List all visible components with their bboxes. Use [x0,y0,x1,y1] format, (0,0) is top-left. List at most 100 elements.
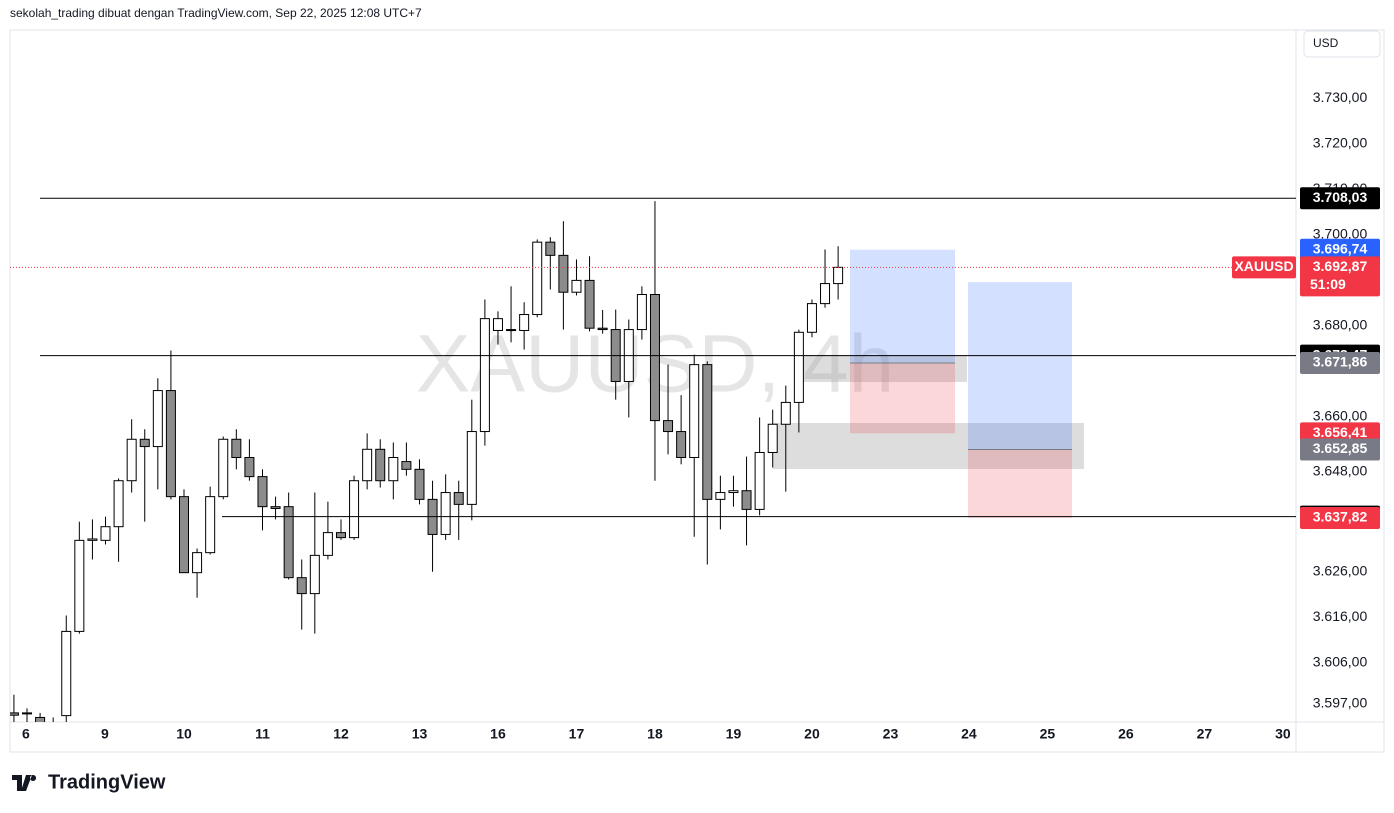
x-tick-label: 9 [101,726,109,742]
candle-body [74,539,85,632]
symbol-tag-box [1232,256,1296,279]
candle-body [100,526,111,541]
x-tick-label: 17 [569,726,585,742]
x-tick-label: 19 [726,726,742,742]
x-tick-label: 23 [883,726,899,742]
logo-icon [12,775,37,791]
price-label-box [1300,238,1380,261]
y-tick-label: 3.700,00 [1313,226,1368,242]
x-tick-label: 12 [333,726,349,742]
price-label: 3.652,85 [1313,440,1368,456]
candle-body [296,577,307,595]
header: sekolah_trading dibuat dengan TradingVie… [10,6,422,20]
candle-body [597,327,608,331]
candle-body [492,318,503,331]
frame [9,29,1385,753]
x-tick-label: 20 [804,726,820,742]
candle-body [676,431,687,458]
candle-body [414,468,425,500]
candle-body [466,431,477,505]
candle-body [793,331,804,403]
price-label-box [1300,506,1380,529]
y-tick-label: 3.616,00 [1313,608,1368,624]
y-tick-label: 3.597,00 [1313,694,1368,710]
x-tick-label: 6 [22,726,30,742]
x-tick-label: 18 [647,726,663,742]
candle-body [833,266,844,285]
candle-body [61,630,72,717]
candle-body [715,492,726,500]
candle-body [728,490,739,494]
candle-body [349,480,360,539]
x-tick-label: 16 [490,726,506,742]
candle-body [558,254,569,293]
candle-body [388,456,399,482]
profit-zone [850,249,955,363]
y-tick-label: 3.626,00 [1313,562,1368,578]
candle-body [322,532,333,556]
candle-body [335,532,346,539]
candle-body [767,423,778,453]
candle-body [35,716,46,722]
x-tick-label: 25 [1040,726,1056,742]
candle-body [178,496,189,574]
candle-body [754,451,765,510]
price-label: 3.696,74 [1313,240,1368,256]
candle-body [375,448,386,482]
price-label: 3.637,82 [1313,509,1368,525]
candle-body [440,492,451,535]
currency[interactable]: USD [1313,36,1339,50]
candle-body [257,476,268,508]
candle-body [663,420,674,433]
x-tick-label: 26 [1118,726,1134,742]
logo: TradingView [48,771,166,793]
candle-body [506,329,517,332]
candle-body [205,496,216,554]
currency-box[interactable] [1303,30,1381,58]
loss-zone [850,362,955,434]
candle-body [165,390,176,498]
zone [773,423,1084,469]
price-label-box [1300,438,1380,461]
candle-body [532,241,543,316]
price-label: 3.671,86 [1313,354,1368,370]
candle-body [571,279,582,293]
y-tick-label: 3.730,00 [1313,89,1368,105]
y-tick-label: 3.720,00 [1313,135,1368,151]
candle-body [649,294,660,422]
y-tick-label: 3.648,00 [1313,462,1368,478]
x-tick-label: 10 [176,726,192,742]
candle-body [820,283,831,305]
candle-body [806,303,817,333]
x-tick-label: 27 [1197,726,1213,742]
price-label: 3.708,03 [1313,189,1368,205]
candle-body [10,712,19,716]
candle-body [309,554,320,595]
last-price-label: 3.692,87 [1313,258,1368,274]
x-tick-label: 11 [255,726,270,742]
candle-body [584,279,595,329]
candle-body [401,461,412,470]
symbol-tag: XAUUSD [1234,258,1293,274]
candle-body [87,538,98,541]
candle-body [49,727,58,745]
candle-body [139,438,150,448]
candle-body [270,506,281,509]
countdown: 51:09 [1310,276,1346,292]
candle-body [545,241,556,256]
candle-body [519,314,530,331]
candle-body [702,364,713,500]
x-tick-label: 30 [1275,726,1291,742]
candle-body [231,438,242,458]
x-tick-label: 13 [412,726,428,742]
candle-body [362,448,373,482]
y-tick-label: 3.606,00 [1313,654,1368,670]
loss-zone [968,449,1072,518]
candle-body [283,506,294,579]
x-tick-label: 24 [961,726,977,742]
candle-body [453,492,464,505]
profit-zone [968,282,1072,450]
